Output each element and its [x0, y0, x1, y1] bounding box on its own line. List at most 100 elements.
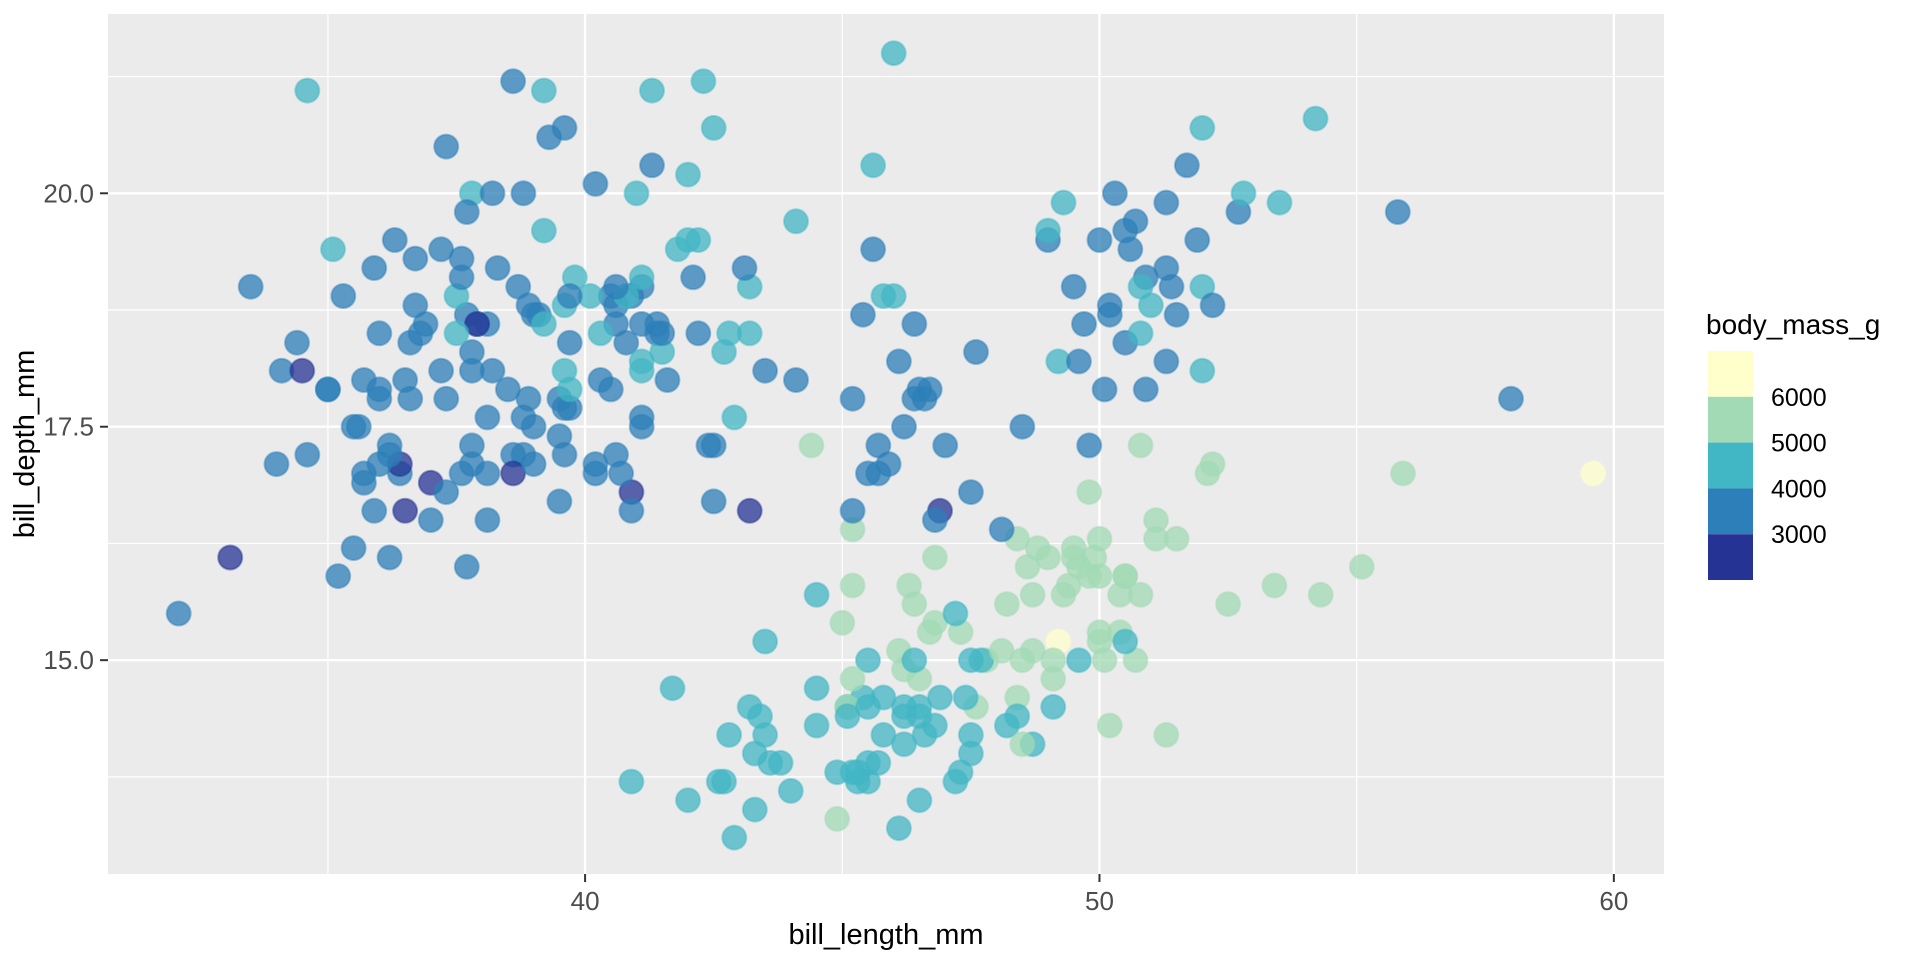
- data-point: [1101, 180, 1128, 207]
- data-point: [582, 451, 609, 478]
- data-point: [345, 413, 372, 440]
- data-point: [700, 432, 727, 459]
- data-point: [608, 460, 635, 487]
- data-point: [921, 507, 948, 534]
- data-point: [1261, 572, 1288, 599]
- data-point: [1132, 376, 1159, 403]
- data-point: [716, 721, 743, 748]
- data-point: [530, 311, 557, 337]
- data-point: [474, 460, 501, 487]
- data-point: [675, 787, 701, 814]
- data-point: [1019, 581, 1046, 608]
- data-point: [603, 273, 629, 300]
- data-point: [1035, 217, 1061, 244]
- data-point: [381, 227, 408, 253]
- data-point: [1127, 432, 1154, 459]
- legend-title: body_mass_g: [1706, 309, 1880, 340]
- legend-label: 6000: [1771, 384, 1827, 412]
- data-point: [402, 245, 429, 272]
- data-point: [685, 227, 712, 253]
- data-points-layer: [165, 40, 1607, 851]
- data-point: [1076, 432, 1103, 459]
- data-point: [685, 320, 712, 347]
- data-point: [885, 815, 912, 842]
- data-point: [963, 339, 989, 365]
- data-point: [1143, 507, 1169, 534]
- data-point: [320, 236, 346, 263]
- data-point: [957, 479, 984, 506]
- data-point: [1096, 712, 1123, 739]
- data-point: [366, 385, 393, 412]
- data-point: [891, 731, 917, 758]
- data-point: [639, 152, 665, 179]
- data-point: [736, 497, 763, 524]
- data-point: [921, 544, 948, 571]
- legend-label: 4000: [1771, 475, 1827, 503]
- data-point: [325, 563, 352, 590]
- data-point: [448, 460, 475, 487]
- data-point: [988, 637, 1015, 664]
- data-point: [376, 544, 403, 571]
- data-point: [901, 385, 928, 412]
- data-point: [392, 497, 419, 524]
- data-point: [397, 329, 424, 356]
- data-point: [1086, 227, 1113, 253]
- data-point: [865, 432, 892, 459]
- data-point: [361, 255, 388, 281]
- data-point: [165, 600, 192, 627]
- data-point: [474, 507, 501, 534]
- data-point: [263, 451, 290, 478]
- data-point: [1112, 628, 1139, 655]
- data-point: [628, 264, 655, 291]
- data-point: [1122, 647, 1149, 674]
- legend: body_mass_g 6000 5000 4000 3000: [1706, 309, 1880, 580]
- legend-swatch: [1708, 442, 1753, 489]
- data-point: [1163, 301, 1190, 328]
- data-point: [680, 264, 707, 291]
- data-point: [664, 236, 691, 263]
- data-point: [479, 180, 506, 207]
- data-point: [530, 217, 557, 244]
- data-point: [711, 768, 737, 795]
- data-point: [927, 684, 953, 711]
- data-point: [505, 273, 532, 300]
- data-point: [294, 77, 321, 104]
- data-point: [839, 572, 866, 599]
- data-point: [392, 367, 419, 393]
- y-axis: 20.0 17.5 15.0: [43, 178, 108, 675]
- data-point: [942, 768, 969, 795]
- data-point: [803, 675, 830, 702]
- data-point: [448, 264, 475, 291]
- data-point: [932, 432, 959, 459]
- data-point: [675, 161, 701, 188]
- data-point: [993, 591, 1020, 618]
- legend-labels: 6000 5000 4000 3000: [1771, 384, 1827, 549]
- data-point: [957, 740, 984, 767]
- data-point: [659, 675, 686, 702]
- data-point: [1153, 189, 1180, 216]
- y-axis-title: bill_depth_mm: [9, 350, 41, 539]
- x-axis-title: bill_length_mm: [788, 919, 983, 951]
- data-point: [1348, 553, 1375, 580]
- data-point: [417, 507, 444, 534]
- data-point: [952, 684, 979, 711]
- data-point: [1127, 320, 1154, 347]
- data-point: [1024, 535, 1051, 562]
- data-point: [494, 376, 521, 403]
- legend-swatch: [1708, 396, 1753, 443]
- data-point: [921, 712, 948, 739]
- data-point: [783, 367, 809, 393]
- data-point: [798, 432, 825, 459]
- data-point: [865, 749, 892, 776]
- data-point: [860, 152, 887, 179]
- data-point: [1050, 189, 1077, 216]
- data-point: [690, 68, 717, 95]
- data-point: [453, 199, 480, 225]
- data-point: [618, 768, 645, 795]
- data-point: [1199, 292, 1226, 319]
- data-point: [597, 376, 624, 403]
- data-point: [289, 357, 316, 384]
- data-point: [906, 787, 933, 814]
- data-point: [885, 348, 912, 375]
